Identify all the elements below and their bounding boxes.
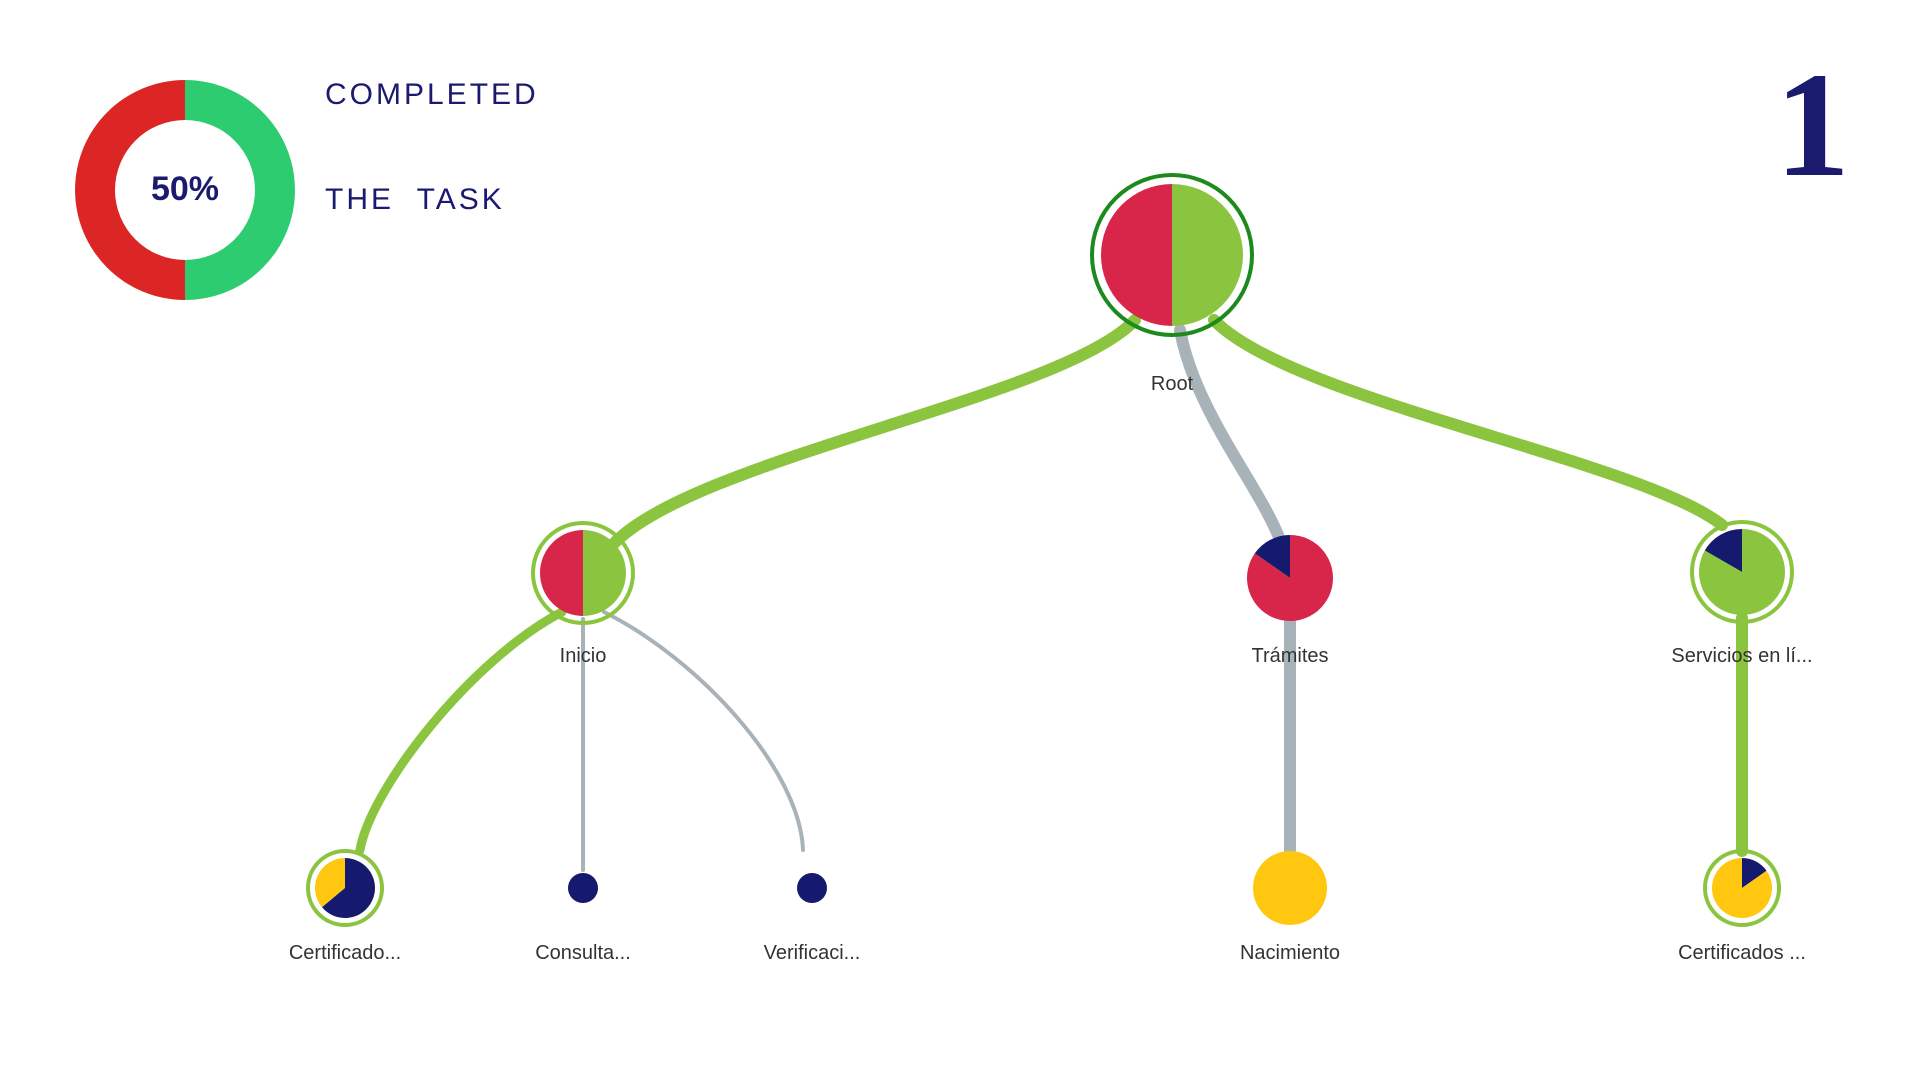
svg-text:Certificado...: Certificado... — [289, 942, 401, 964]
svg-text:Verificaci...: Verificaci... — [764, 942, 861, 964]
svg-text:50%: 50% — [151, 170, 219, 208]
svg-text:Root: Root — [1151, 373, 1194, 395]
svg-text:Nacimiento: Nacimiento — [1240, 942, 1340, 964]
svg-text:Trámites: Trámites — [1251, 645, 1328, 667]
svg-text:Certificados ...: Certificados ... — [1678, 942, 1806, 964]
svg-text:Servicios en lí...: Servicios en lí... — [1671, 645, 1812, 667]
svg-text:Consulta...: Consulta... — [535, 942, 631, 964]
svg-text:Inicio: Inicio — [560, 645, 607, 667]
